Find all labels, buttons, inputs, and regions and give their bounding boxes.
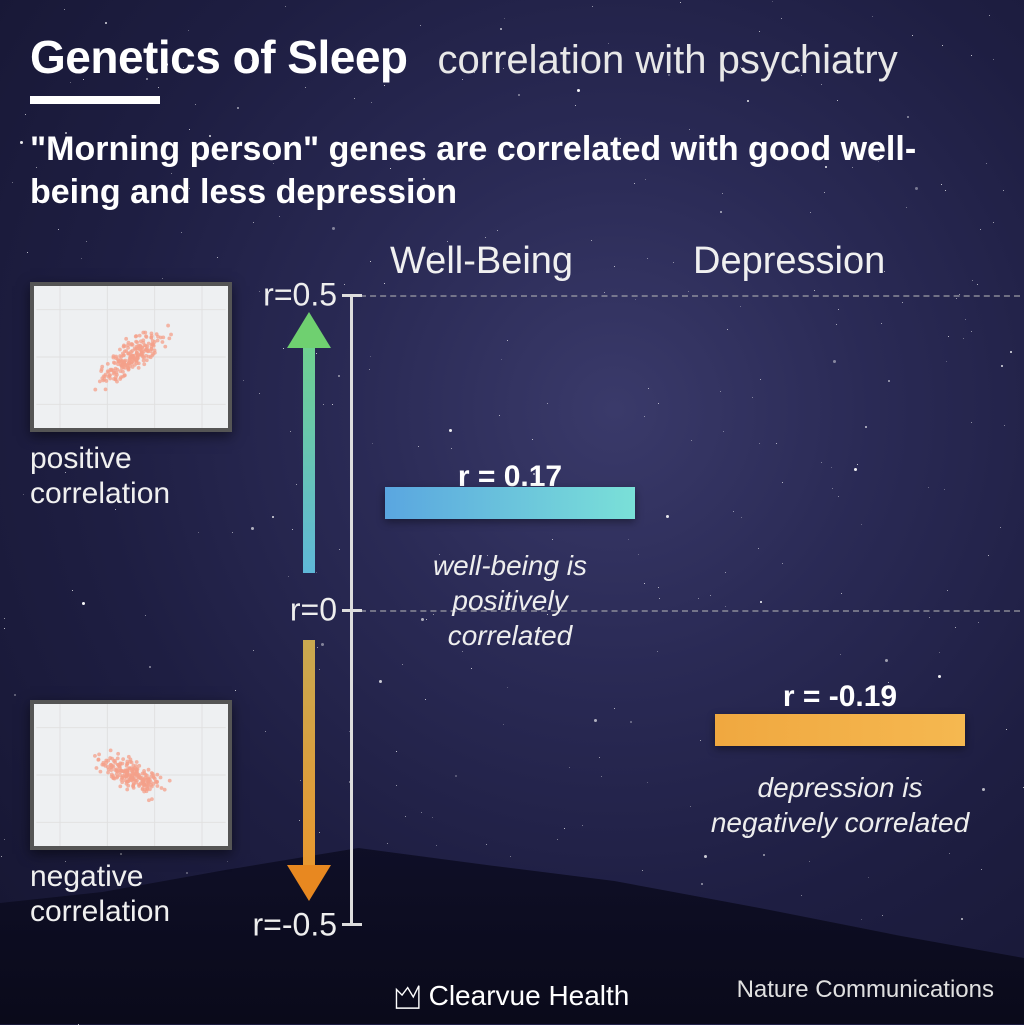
scatter-positive-label: positive correlation	[30, 442, 170, 511]
column-depression-label: Depression	[693, 240, 885, 283]
arrow-up-icon	[296, 312, 322, 573]
footer-brand: Clearvue Health	[395, 980, 630, 1012]
page-subtitle: correlation with psychiatry	[438, 38, 898, 83]
depression-bar	[715, 714, 965, 746]
depression-r-label: r = -0.19	[715, 680, 965, 714]
clearvue-logo-icon	[395, 982, 423, 1010]
gridline-top	[360, 295, 1020, 297]
title-underline	[30, 96, 160, 104]
scatter-positive	[30, 282, 232, 432]
axis-label-mid: r=0	[290, 592, 337, 629]
axis-label-bottom: r=-0.5	[253, 907, 337, 944]
column-headers: Well-Being Depression	[390, 240, 885, 283]
depression-caption: depression is negatively correlated	[710, 770, 970, 840]
wellbeing-bar	[385, 487, 635, 519]
footer-brand-text: Clearvue Health	[429, 980, 630, 1012]
arrow-down-icon	[296, 640, 322, 901]
page-title: Genetics of Sleep	[30, 30, 408, 84]
subheading: "Morning person" genes are correlated wi…	[30, 128, 990, 213]
scatter-negative	[30, 700, 232, 850]
y-axis: r=0.5 r=0 r=-0.5	[350, 295, 353, 925]
footer-source: Nature Communications	[737, 976, 994, 1004]
column-wellbeing-label: Well-Being	[390, 240, 573, 283]
axis-label-top: r=0.5	[263, 277, 337, 314]
scatter-negative-label: negative correlation	[30, 860, 170, 929]
wellbeing-caption: well-being is positively correlated	[395, 548, 625, 653]
